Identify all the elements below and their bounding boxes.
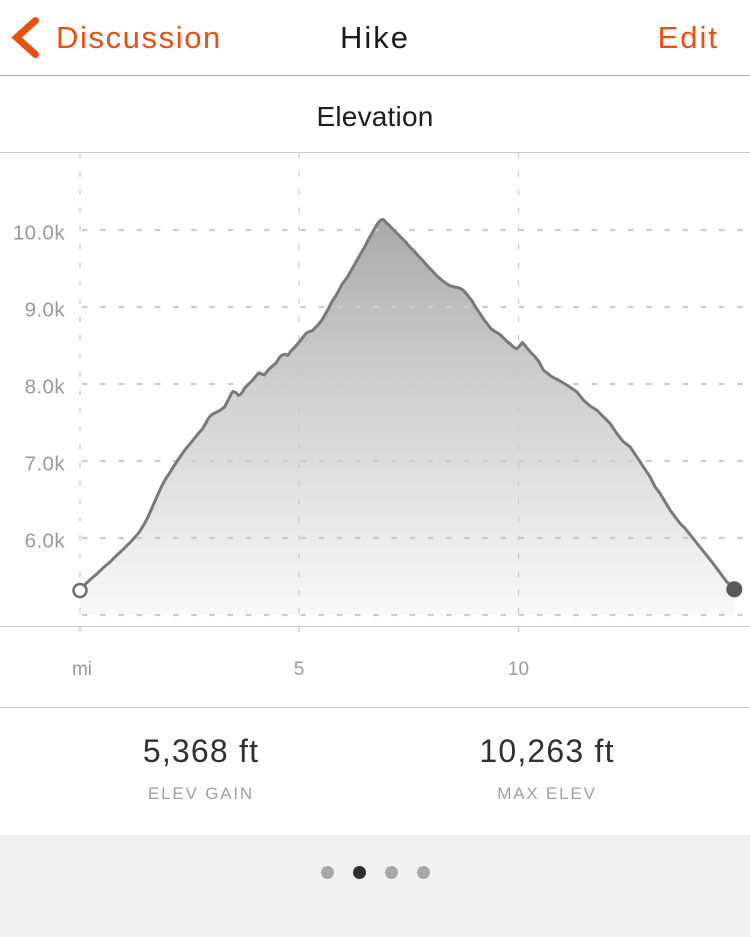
svg-text:8.0k: 8.0k: [25, 376, 66, 399]
svg-text:10: 10: [508, 659, 529, 680]
svg-text:7.0k: 7.0k: [25, 453, 66, 476]
svg-text:6.0k: 6.0k: [25, 530, 66, 553]
svg-text:9.0k: 9.0k: [25, 299, 66, 322]
svg-text:10.0k: 10.0k: [13, 222, 65, 245]
svg-text:mi: mi: [72, 659, 92, 680]
svg-text:5: 5: [294, 659, 305, 680]
